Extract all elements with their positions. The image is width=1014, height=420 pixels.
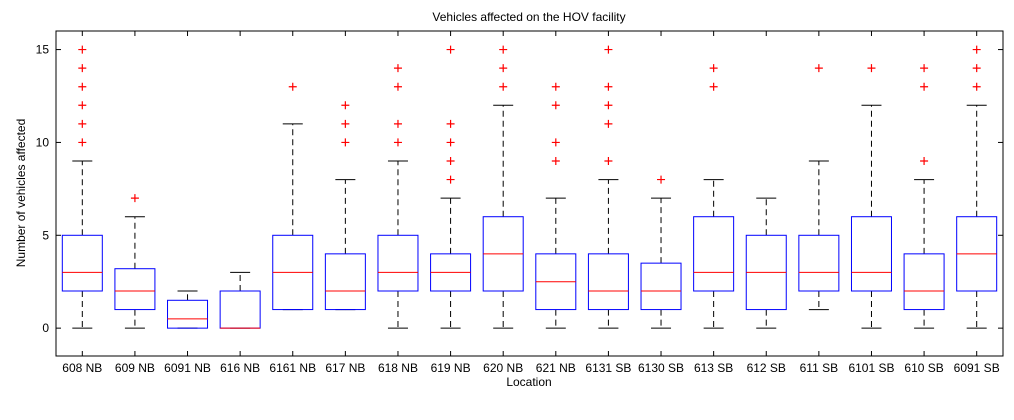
box [377, 234, 419, 292]
outlier-marker [78, 45, 87, 54]
outlier-marker [288, 82, 297, 91]
outlier-marker [78, 82, 87, 91]
outlier-marker [78, 64, 87, 73]
outlier-marker [604, 157, 613, 165]
box [850, 216, 892, 292]
x-axis-label: Location [506, 375, 551, 389]
outlier-marker [393, 119, 402, 128]
x-tick-label: 613 SB [694, 361, 733, 375]
outlier-marker [446, 45, 455, 54]
y-tick-label: 5 [42, 228, 49, 242]
outlier-marker [657, 175, 666, 184]
x-tick-label: 610 SB [904, 361, 943, 375]
outlier-marker [972, 64, 981, 73]
box [587, 253, 629, 311]
x-tick-label: 617 NB [325, 361, 365, 375]
outlier-marker [393, 82, 402, 91]
x-tick-label: 618 NB [378, 361, 418, 375]
outlier-marker [920, 64, 929, 73]
outlier-marker [130, 194, 139, 203]
outlier-marker [78, 119, 87, 128]
outlier-marker [499, 82, 508, 91]
x-tick-label: 6161 NB [269, 361, 316, 375]
y-tick-label: 10 [36, 135, 50, 149]
box [903, 253, 945, 311]
outlier-marker [604, 82, 613, 91]
x-tick-label: 612 SB [747, 361, 786, 375]
outlier-marker [551, 138, 560, 147]
chart-title: Vehicles affected on the HOV facility [432, 10, 625, 24]
x-tick-label: 609 NB [115, 361, 155, 375]
box [693, 216, 735, 292]
outlier-marker [341, 101, 350, 110]
outlier-marker [446, 119, 455, 128]
outlier-marker [604, 101, 613, 110]
plot-layer: 0 5 10 15 608 NB 609 NB 6091 NB 616 NB 6161 NB 61… [36, 31, 1003, 375]
outlier-marker [393, 64, 402, 73]
outlier-marker [604, 119, 613, 128]
outlier-marker [551, 157, 560, 165]
outlier-marker [446, 157, 455, 165]
outlier-marker [551, 101, 560, 110]
outlier-marker [709, 64, 718, 73]
x-tick-label: 6101 SB [848, 361, 894, 375]
y-tick-label: 15 [36, 43, 50, 57]
plot-area-frame [55, 30, 1004, 357]
x-tick-label: 6091 SB [954, 361, 1000, 375]
outlier-marker [393, 138, 402, 147]
outlier-marker [499, 64, 508, 73]
outlier-marker [341, 119, 350, 128]
outlier-marker [867, 64, 876, 73]
box [640, 262, 682, 311]
outlier-marker [972, 82, 981, 91]
outlier-marker [920, 82, 929, 91]
outlier-marker [446, 138, 455, 147]
outlier-marker [920, 157, 929, 165]
outlier-marker [814, 64, 823, 73]
y-axis-label: Number of vehicles affected [14, 119, 28, 268]
outlier-marker [78, 138, 87, 147]
outlier-marker [972, 45, 981, 54]
y-tick-label: 0 [42, 321, 49, 335]
outlier-marker [499, 45, 508, 54]
outlier-marker [709, 82, 718, 91]
x-tick-label: 608 NB [62, 361, 102, 375]
outlier-marker [446, 175, 455, 184]
x-tick-label: 6131 SB [585, 361, 631, 375]
outlier-marker [78, 101, 87, 110]
x-tick-label: 620 NB [483, 361, 523, 375]
box [114, 268, 156, 311]
x-tick-label: 621 NB [536, 361, 576, 375]
outlier-marker [341, 138, 350, 147]
box [798, 234, 840, 292]
box [61, 234, 103, 292]
x-tick-label: 6091 NB [164, 361, 211, 375]
x-tick-label: 6130 SB [638, 361, 684, 375]
x-tick-label: 611 SB [800, 361, 838, 375]
x-tick-label: 619 NB [431, 361, 471, 375]
outlier-marker [551, 82, 560, 91]
box [167, 299, 209, 329]
box [324, 253, 366, 311]
x-tick-label: 616 NB [220, 361, 260, 375]
outlier-marker [604, 45, 613, 54]
